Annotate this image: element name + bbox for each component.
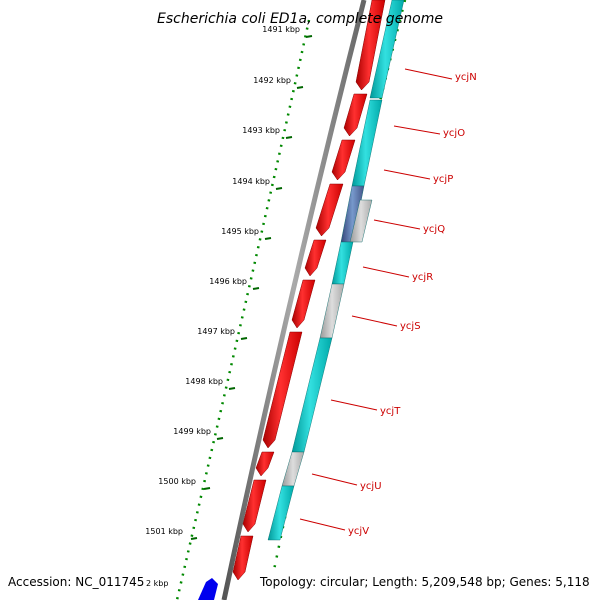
forward-cds-track (232, 0, 386, 581)
scale-tick-mark (240, 337, 248, 340)
gene-labels: ycjN ycjO ycjP ycjQ ycjR ycjS ycjT ycjU ycjV (299, 68, 477, 537)
gene-label: ycjO (443, 128, 465, 139)
scale-tick-label: 1497 kbp (197, 327, 235, 336)
gene-label: ycjP (433, 174, 453, 185)
scale-tick-label: 1496 kbp (209, 277, 247, 286)
forward-cds-arrow (304, 239, 327, 277)
scale-tick-label: 1491 kbp (262, 25, 300, 34)
gene-leader-line (299, 518, 346, 531)
scale-tick-mark (305, 35, 313, 38)
forward-cds-arrow (355, 0, 386, 91)
gene-label: ycjR (412, 272, 433, 283)
gene-leader-line (373, 219, 421, 230)
cog-segment (319, 283, 345, 339)
scale-tick-label: 1500 kbp (158, 477, 196, 486)
map-title: Escherichia coli ED1a, complete genome (157, 11, 443, 27)
forward-cds-arrow (262, 331, 303, 449)
gene-label: ycjN (455, 72, 477, 83)
scale-tick-label: 1492 kbp (253, 76, 291, 85)
gene-label: ycjS (400, 321, 421, 332)
forward-cds-arrow (343, 93, 368, 137)
scale-tick-mark (264, 237, 272, 240)
scale-tick-label: 1501 kbp (145, 527, 183, 536)
scale-tick-label: 1493 kbp (242, 126, 280, 135)
scale-tick-label: 1498 kbp (185, 377, 223, 386)
scale-tick-mark (216, 437, 224, 440)
gene-leader-line (351, 315, 398, 327)
cog-segment (369, 0, 405, 99)
accession-text: Accession: NC_011745 (8, 575, 144, 589)
gene-leader-line (404, 68, 453, 80)
cog-segment (267, 485, 295, 541)
gene-label: ycjQ (423, 224, 445, 235)
genome-backbone (221, 0, 367, 600)
forward-cds-arrow (232, 535, 254, 581)
scale-ring-dotted (175, 19, 311, 600)
gene-leader-line (330, 399, 378, 411)
gene-leader-line (383, 169, 431, 180)
forward-cds-arrow (242, 479, 267, 533)
gene-label: ycjT (380, 406, 401, 417)
scale-tick-label: 1495 kbp (221, 227, 259, 236)
partial-tick-label: 2 kbp (146, 579, 168, 588)
gene-leader-line (311, 473, 358, 486)
forward-cds-arrow (331, 139, 356, 181)
cog-track (267, 0, 405, 541)
scale-tick-mark (275, 187, 283, 190)
cog-segment (331, 241, 354, 285)
scale-tick-mark (296, 86, 304, 89)
gene-leader-line (393, 125, 441, 135)
gene-label: ycjU (360, 481, 382, 492)
scale-tick-mark (252, 287, 260, 290)
scale-tick-mark (228, 387, 236, 390)
gene-label: ycjV (348, 526, 369, 537)
cog-segment (349, 199, 373, 243)
scale-tick-mark (285, 136, 293, 139)
scale-tick-mark (190, 537, 198, 540)
forward-cds-arrow (291, 279, 316, 329)
forward-cds-arrow (315, 183, 344, 237)
cog-segment (281, 451, 305, 487)
scale-tick-label: 1494 kbp (232, 177, 270, 186)
cog-segment (291, 337, 333, 453)
gene-leader-line (362, 266, 410, 278)
scale-ticks: 1491 kbp 1492 kbp 1493 kbp 1494 kbp 1495 kbp… (145, 25, 313, 540)
forward-cds-arrow (255, 451, 275, 477)
scale-tick-label: 1499 kbp (173, 427, 211, 436)
topology-text: Topology: circular; Length: 5,209,548 bp… (259, 575, 590, 589)
reverse-cds-feature (198, 578, 218, 600)
scale-tick-mark (203, 487, 211, 490)
